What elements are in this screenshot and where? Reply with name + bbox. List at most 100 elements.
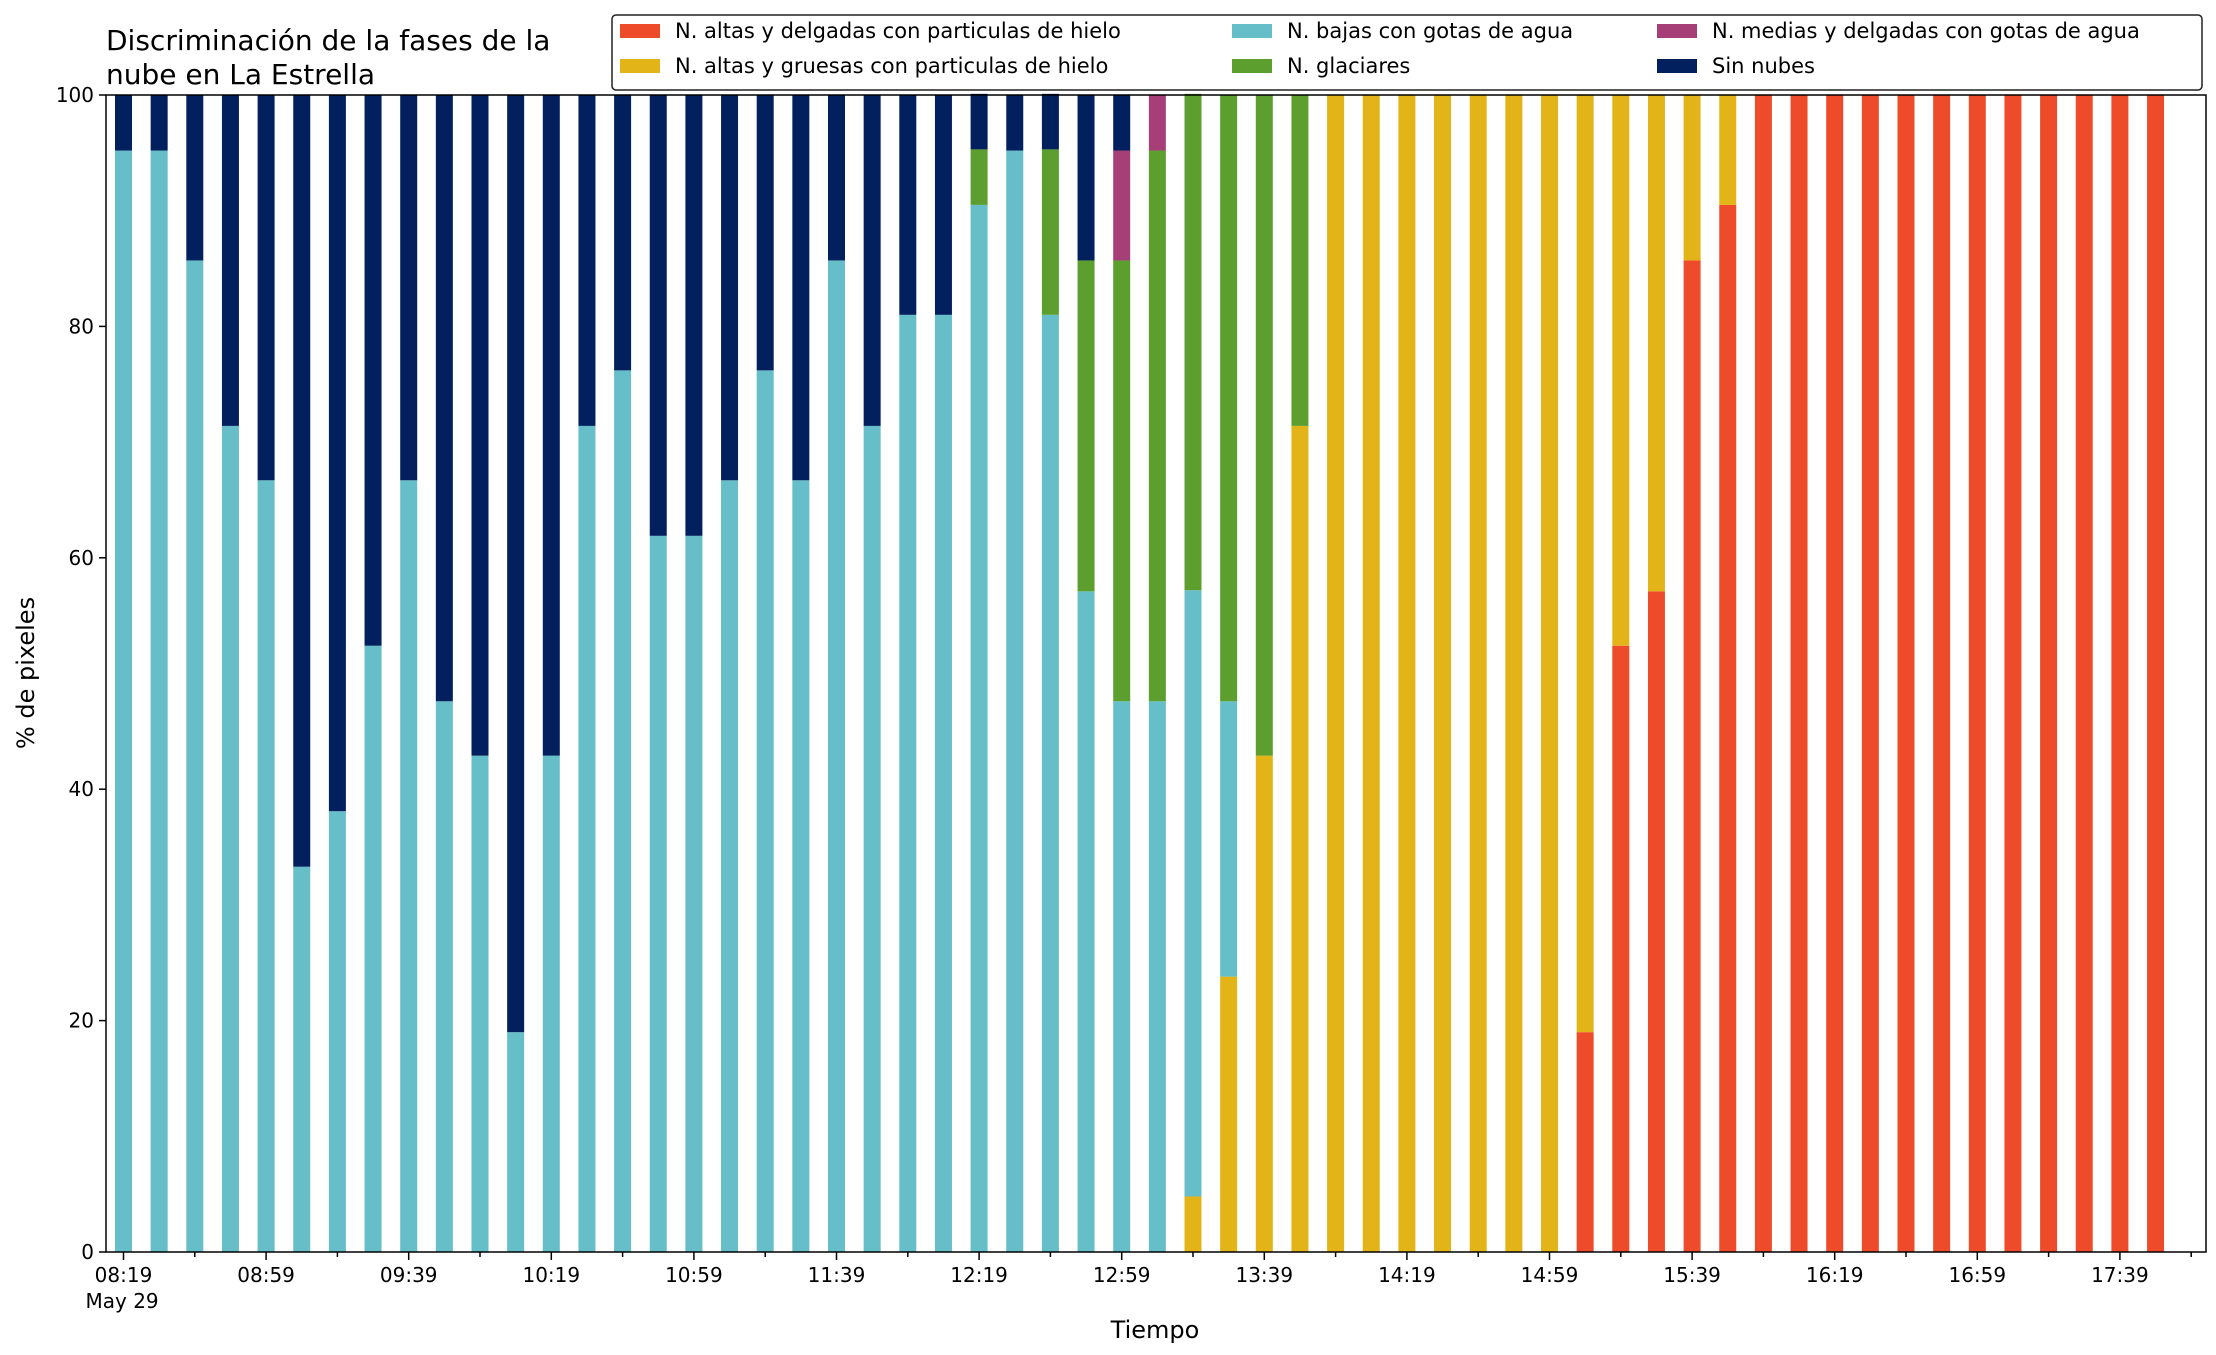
bar-segment-1-39 [1505,95,1523,1252]
bar-segment-1-33 [1291,425,1309,1252]
bar-segment-2-16 [685,535,703,1252]
bar-segment-3-27 [1077,260,1095,592]
bar-segment-2-23 [934,314,952,1253]
x-tick-label-1: 08:59 [237,1263,295,1287]
plot-frame [105,94,2207,1253]
bar-segment-3-28 [1113,260,1131,702]
bar-segment-1-42 [1612,95,1630,646]
bar-segment-5-16 [685,95,703,536]
bar-segment-0-45 [1719,204,1737,1252]
bar-segment-0-54 [2040,95,2058,1252]
bar-segment-5-10 [471,95,489,756]
bar-segment-0-51 [1933,95,1951,1252]
bar-segment-1-43 [1647,95,1665,592]
x-tick-label-4: 10:59 [665,1263,723,1287]
legend: N. altas y delgadas con particulas de hi… [611,14,2203,91]
legend-label-0: N. altas y delgadas con particulas de hi… [675,19,1121,43]
y-tick-label-0: 0 [81,1240,94,1264]
x-tick-label-13: 16:59 [1948,1263,2006,1287]
bar-segment-5-7 [364,95,382,646]
bar-segment-4-28 [1113,150,1131,261]
x-tick-label-5: 11:39 [808,1263,866,1287]
bar-segment-1-37 [1434,95,1452,1252]
bar-segment-0-43 [1647,591,1665,1252]
x-tick-label-8: 13:39 [1235,1263,1293,1287]
bar-segment-0-53 [2004,95,2022,1252]
bar-segment-2-8 [400,480,418,1252]
bar-segment-2-30 [1184,590,1202,1197]
bar-segment-2-11 [507,1032,525,1252]
legend-swatch-4 [1657,24,1697,38]
legend-swatch-5 [1657,59,1697,73]
legend-label-4: N. medias y delgadas con gotas de agua [1712,19,2140,43]
bar-segment-2-0 [115,150,132,1252]
bar-segment-1-31 [1220,976,1238,1252]
chart-title-line-2: nube en La Estrella [106,58,375,91]
bar-segment-5-28 [1113,95,1131,151]
bar-segment-1-32 [1255,755,1273,1252]
bar-segment-1-38 [1469,95,1487,1252]
bar-segment-0-42 [1612,645,1630,1252]
bar-segment-5-18 [756,95,774,371]
bar-segment-0-55 [2075,95,2093,1252]
bar-segment-3-24 [970,149,988,205]
bar-segment-5-22 [899,95,917,315]
bar-segment-1-36 [1398,95,1416,1252]
bar-segment-5-6 [328,95,346,812]
x-tick-label-11: 15:39 [1663,1263,1721,1287]
bar-segment-5-27 [1077,95,1095,261]
bar-segment-5-15 [649,95,667,536]
x-axis-title: Tiempo [1110,1316,1200,1344]
bar-segment-2-9 [435,701,453,1252]
bar-segment-2-21 [863,425,881,1252]
y-tick-label-5: 100 [56,83,94,107]
x-axis: 08:19 08:59 09:39 10:19 10:59 11:39 12:19 12:59… [86,1252,2192,1313]
bar-segment-1-30 [1184,1196,1202,1252]
legend-swatch-1 [620,59,660,73]
bar-segment-5-5 [293,95,311,867]
bar-segment-0-47 [1790,95,1808,1252]
x-tick-label-12: 16:19 [1806,1263,1864,1287]
bar-segment-3-26 [1041,149,1059,315]
x-tick-label-7: 12:59 [1093,1263,1151,1287]
legend-swatch-0 [620,24,660,38]
bars-layer [115,93,2165,1253]
bar-segment-0-52 [1968,95,1986,1252]
legend-swatch-2 [1232,24,1272,38]
y-axis-title: % de pixeles [12,597,40,749]
bar-segment-1-34 [1327,95,1345,1252]
bar-segment-2-14 [614,370,632,1252]
bar-segment-2-31 [1220,701,1238,977]
bar-segment-5-26 [1041,93,1059,150]
bar-segment-3-33 [1291,95,1309,426]
bar-segment-0-44 [1683,260,1701,1252]
bar-segment-2-26 [1041,314,1059,1253]
bar-segment-2-2 [186,260,204,1252]
bar-segment-5-23 [934,95,952,315]
bar-segment-0-48 [1826,95,1844,1252]
bar-segment-5-25 [1006,95,1024,151]
bar-segment-2-22 [899,314,917,1253]
legend-label-1: N. altas y gruesas con particulas de hie… [675,54,1108,78]
x-tick-label-14: 17:39 [2091,1263,2149,1287]
bar-segment-0-50 [1897,95,1915,1252]
bar-segment-1-44 [1683,95,1701,261]
y-tick-label-4: 80 [69,314,94,338]
bar-segment-2-7 [364,645,382,1252]
bar-segment-2-18 [756,370,774,1252]
bar-segment-5-2 [186,95,204,261]
bar-segment-2-6 [328,811,346,1252]
chart-title-line-1: Discriminación de la fases de la [106,24,550,57]
legend-swatch-3 [1232,59,1272,73]
bar-segment-2-29 [1148,701,1166,1252]
legend-label-5: Sin nubes [1712,54,1815,78]
bar-segment-2-15 [649,535,667,1252]
x-tick-label-9: 14:19 [1378,1263,1436,1287]
bar-segment-2-10 [471,755,489,1252]
bar-segment-1-35 [1362,95,1380,1252]
x-tick-label-6: 12:19 [950,1263,1008,1287]
x-tick-label-0: 08:19 [95,1263,153,1287]
legend-label-2: N. bajas con gotas de agua [1287,19,1573,43]
